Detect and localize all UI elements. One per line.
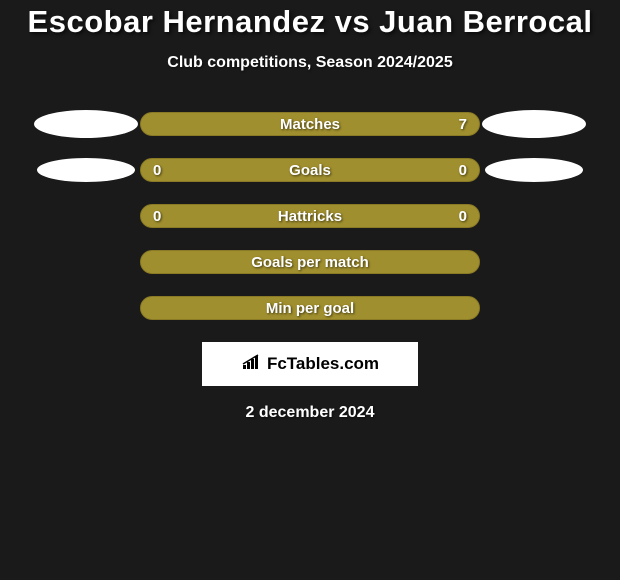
page-subtitle: Club competitions, Season 2024/2025 <box>0 54 620 72</box>
stats-list: Matches 7 0 Goals 0 0 Hattricks 0 Goals per matc… <box>0 112 620 320</box>
stat-value-left: 0 <box>153 208 161 225</box>
avatar-icon <box>485 158 583 182</box>
stat-bar: Min per goal <box>140 296 480 320</box>
logo-text: FcTables.com <box>267 354 379 374</box>
stat-value-right: 0 <box>459 162 467 179</box>
player-avatar-left <box>32 110 140 138</box>
stat-bar: 0 Hattricks 0 <box>140 204 480 228</box>
chart-icon <box>241 353 263 376</box>
avatar-icon <box>482 110 586 138</box>
stat-bar: 0 Goals 0 <box>140 158 480 182</box>
stat-value-right: 7 <box>459 116 467 133</box>
stat-value-left: 0 <box>153 162 161 179</box>
date-label: 2 december 2024 <box>0 404 620 422</box>
stat-row: 0 Hattricks 0 <box>0 204 620 228</box>
stat-label: Hattricks <box>278 208 342 225</box>
stat-row: Matches 7 <box>0 112 620 136</box>
stat-label: Matches <box>280 116 340 133</box>
logo: FcTables.com <box>241 353 379 376</box>
logo-box[interactable]: FcTables.com <box>202 342 418 386</box>
stat-bar: Matches 7 <box>140 112 480 136</box>
stat-label: Goals <box>289 162 331 179</box>
player-avatar-right <box>480 158 588 182</box>
stat-label: Goals per match <box>251 254 369 271</box>
stat-row: Min per goal <box>0 296 620 320</box>
stat-bar: Goals per match <box>140 250 480 274</box>
page-title: Escobar Hernandez vs Juan Berrocal <box>0 4 620 40</box>
stat-row: 0 Goals 0 <box>0 158 620 182</box>
avatar-icon <box>34 110 138 138</box>
player-avatar-left <box>32 158 140 182</box>
stat-value-right: 0 <box>459 208 467 225</box>
stat-label: Min per goal <box>266 300 354 317</box>
comparison-widget: Escobar Hernandez vs Juan Berrocal Club … <box>0 0 620 422</box>
player-avatar-right <box>480 110 588 138</box>
stat-row: Goals per match <box>0 250 620 274</box>
avatar-icon <box>37 158 135 182</box>
